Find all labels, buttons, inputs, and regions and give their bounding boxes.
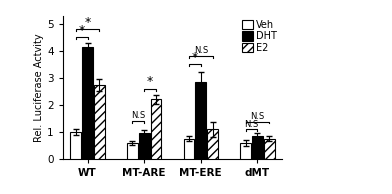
- Text: N.S: N.S: [194, 46, 208, 55]
- Bar: [94, 85, 105, 159]
- Text: N.S: N.S: [250, 112, 265, 121]
- Bar: [240, 143, 251, 159]
- Bar: [139, 133, 150, 159]
- Text: N.S: N.S: [131, 111, 145, 120]
- Text: *: *: [192, 51, 198, 64]
- Bar: [151, 100, 162, 159]
- Text: *: *: [147, 75, 153, 88]
- Bar: [127, 143, 138, 159]
- Legend: Veh, DHT, E2: Veh, DHT, E2: [241, 19, 278, 54]
- Y-axis label: Rel. Luciferase Actvity: Rel. Luciferase Actvity: [34, 33, 44, 142]
- Bar: [70, 132, 81, 159]
- Bar: [252, 136, 263, 159]
- Text: *: *: [78, 24, 85, 37]
- Bar: [183, 139, 194, 159]
- Bar: [195, 82, 206, 159]
- Bar: [207, 129, 218, 159]
- Bar: [82, 47, 93, 159]
- Bar: [264, 139, 275, 159]
- Text: *: *: [84, 16, 91, 29]
- Text: N.S: N.S: [245, 120, 259, 129]
